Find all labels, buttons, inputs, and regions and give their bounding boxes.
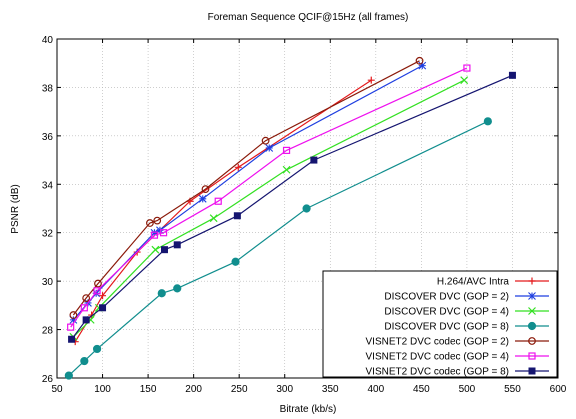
data-point — [483, 117, 492, 126]
data-point — [99, 292, 107, 300]
data-point — [146, 219, 154, 227]
x-tick-label: 150 — [140, 384, 157, 395]
legend-swatch-marker — [528, 292, 536, 300]
legend-swatch-marker — [528, 277, 536, 285]
x-tick-label: 300 — [276, 384, 293, 395]
data-point — [94, 279, 102, 288]
series-4 — [64, 117, 492, 380]
data-point — [69, 311, 78, 319]
data-point — [67, 323, 75, 331]
data-point — [233, 212, 241, 220]
series-lines — [64, 56, 516, 380]
data-point — [463, 64, 471, 72]
plot-frame — [56, 38, 559, 379]
data-point — [173, 284, 182, 293]
legend-swatch-marker — [528, 367, 536, 375]
legend-label: DISCOVER DVC (GOP = 2) — [384, 292, 509, 303]
data-point — [92, 344, 102, 354]
data-point — [82, 316, 90, 324]
data-point — [282, 146, 291, 154]
y-tick-label: 26 — [42, 374, 54, 385]
data-point — [153, 216, 162, 225]
data-point — [93, 287, 101, 295]
legend-swatch-marker — [528, 337, 536, 345]
data-point — [198, 194, 207, 203]
data-point — [367, 76, 375, 84]
y-tick-label: 38 — [42, 83, 54, 94]
x-tick-label: 550 — [504, 384, 521, 395]
x-tick-label: 500 — [459, 384, 476, 395]
data-point — [157, 289, 166, 298]
legend-swatch-marker — [528, 307, 536, 315]
y-tick-label: 36 — [42, 132, 54, 143]
data-point — [160, 246, 168, 254]
x-tick-label: 200 — [185, 384, 202, 395]
series-5 — [69, 56, 424, 319]
data-point — [460, 76, 469, 85]
data-point — [234, 163, 242, 171]
legend-label: VISNET2 DVC codec (GOP = 4) — [366, 352, 509, 363]
x-tick-label: 250 — [231, 384, 248, 395]
x-tick-label: 600 — [550, 384, 567, 395]
x-tick-label: 350 — [322, 384, 339, 395]
data-point — [209, 214, 218, 223]
legend-label: DISCOVER DVC (GOP = 4) — [384, 307, 509, 318]
x-tick-label: 450 — [413, 384, 430, 395]
data-point — [282, 165, 291, 174]
y-tick-label: 28 — [42, 326, 54, 337]
data-point — [261, 136, 270, 145]
legend-label: H.264/AVC Intra — [437, 277, 510, 288]
y-tick-label: 34 — [42, 180, 54, 191]
data-point — [68, 335, 76, 343]
legend: H.264/AVC Intra DISCOVER DVC (GOP = 2) DIS… — [322, 270, 558, 378]
data-point — [508, 71, 516, 79]
y-axis-label: PSNR (dB) — [10, 184, 21, 233]
legend-swatch-marker — [528, 352, 536, 360]
data-point — [99, 304, 107, 312]
data-point — [80, 304, 88, 312]
data-point — [415, 56, 424, 65]
legend-swatch-marker — [527, 321, 537, 331]
data-point — [150, 231, 159, 239]
data-point — [151, 245, 160, 254]
legend-label: DISCOVER DVC (GOP = 8) — [384, 322, 509, 333]
data-point — [201, 185, 210, 194]
x-tick-label: 400 — [367, 384, 384, 395]
y-tick-label: 32 — [42, 229, 54, 240]
y-tick-label: 40 — [42, 35, 54, 46]
x-tick-label: 50 — [51, 384, 63, 395]
legend-label: VISNET2 DVC codec (GOP = 2) — [366, 337, 509, 348]
legend-label: VISNET2 DVC codec (GOP = 8) — [366, 367, 509, 378]
x-axis-label: Bitrate (kb/s) — [280, 404, 337, 415]
series-6 — [67, 64, 471, 331]
data-point — [80, 356, 89, 366]
data-point — [302, 204, 311, 213]
data-point — [231, 257, 240, 266]
axis-ticks: 50 100 150 200 250 300 350 400 450 500 550 600 26 28 3… — [42, 35, 567, 395]
chart-title: Foreman Sequence QCIF@15Hz (all frames) — [208, 12, 409, 23]
data-point — [64, 371, 73, 380]
data-point — [159, 229, 168, 237]
series-7 — [68, 71, 516, 343]
data-point — [418, 61, 427, 70]
data-point — [214, 197, 222, 205]
data-point — [310, 156, 318, 164]
data-point — [265, 144, 274, 152]
y-tick-label: 30 — [42, 277, 54, 288]
data-point — [156, 226, 164, 235]
legend-box — [322, 270, 558, 378]
data-point — [173, 241, 181, 249]
x-tick-label: 100 — [94, 384, 111, 395]
data-point — [69, 315, 78, 324]
data-point — [82, 294, 91, 302]
